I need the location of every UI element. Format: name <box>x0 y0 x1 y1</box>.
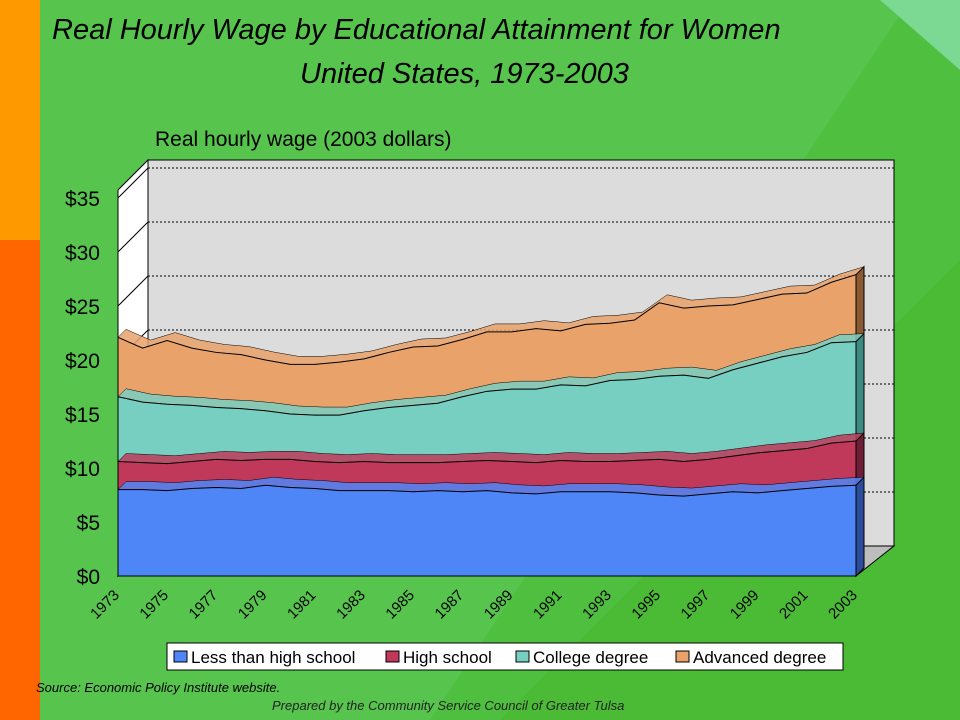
slide-title: Real Hourly Wage by Educational Attainme… <box>52 14 781 46</box>
area-side-face <box>855 476 865 578</box>
left-stripe-top <box>0 0 40 240</box>
y-tick-label: $35 <box>65 188 100 211</box>
left-stripe-bottom <box>0 240 40 720</box>
x-tick-label: 1989 <box>481 587 517 623</box>
legend-label: Advanced degree <box>693 648 826 667</box>
area-series-less-than-high-school <box>117 476 865 578</box>
legend-swatch <box>385 650 400 663</box>
chart-legend: Less than high school High school College … <box>166 642 844 671</box>
legend-box <box>166 642 844 671</box>
y-tick-label: $20 <box>65 350 100 373</box>
y-tick-label: $10 <box>65 458 100 481</box>
y-tick-label: $5 <box>77 512 100 535</box>
x-tick-label: 1977 <box>186 587 222 623</box>
x-tick-label: 1991 <box>530 587 566 623</box>
legend-label: High school <box>403 648 492 667</box>
x-tick-label: 1979 <box>235 587 271 623</box>
legend-swatch <box>515 650 530 663</box>
gridline-side <box>117 221 149 253</box>
x-tick-label: 1993 <box>579 587 615 623</box>
legend-swatch <box>675 650 690 663</box>
x-tick-label: 1987 <box>432 587 468 623</box>
legend-swatch <box>173 650 188 663</box>
legend-label: College degree <box>533 648 648 667</box>
area-side-face <box>855 332 865 443</box>
area-front-face <box>117 484 857 577</box>
y-tick-label: $25 <box>65 296 100 319</box>
x-tick-label: 1985 <box>382 587 418 623</box>
x-tick-label: 1999 <box>727 587 763 623</box>
y-axis-label: Real hourly wage (2003 dollars) <box>155 128 452 151</box>
legend-label: Less than high school <box>191 648 355 667</box>
slide-subtitle: United States, 1973-2003 <box>300 58 629 90</box>
x-tick-label: 1997 <box>678 587 714 623</box>
x-tick-label: 2001 <box>776 587 812 623</box>
gridline-side <box>117 167 149 199</box>
area-side-face <box>855 265 865 343</box>
x-tick-label: 1981 <box>284 587 320 623</box>
x-tick-label: 1975 <box>136 587 172 623</box>
source-note: Source: Economic Policy Institute websit… <box>36 680 281 695</box>
y-tick-label: $0 <box>77 566 100 589</box>
y-tick-label: $30 <box>65 242 100 265</box>
x-tick-label: 1983 <box>333 587 369 623</box>
x-tick-label: 1995 <box>628 587 664 623</box>
gridline-side <box>117 275 149 307</box>
x-tick-label: 2003 <box>825 587 861 623</box>
y-tick-label: $15 <box>65 404 100 427</box>
x-tick-label: 1973 <box>87 587 123 623</box>
prepared-by-note: Prepared by the Community Service Counci… <box>272 698 625 713</box>
